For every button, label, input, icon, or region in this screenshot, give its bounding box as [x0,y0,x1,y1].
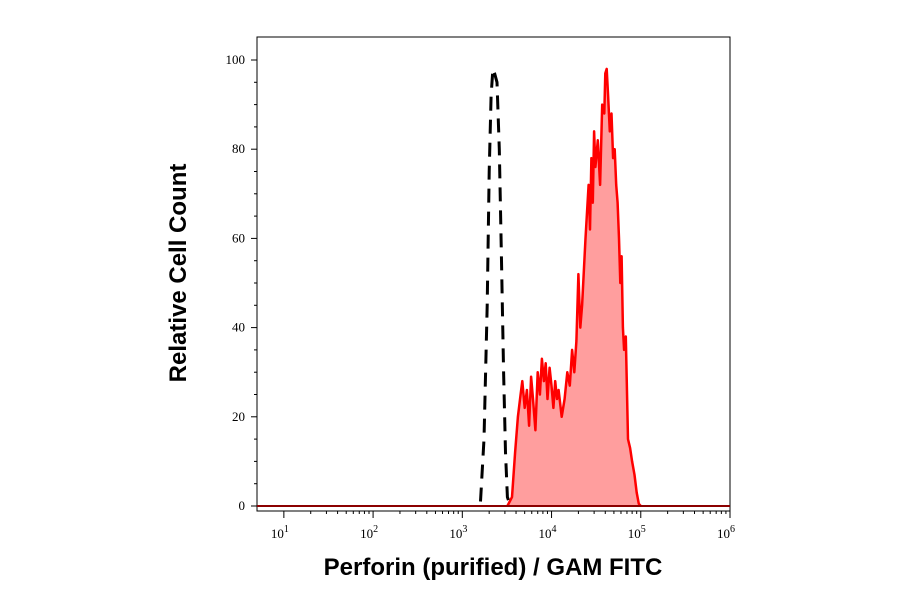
x-tick-label: 103 [449,524,467,541]
x-tick-label: 104 [539,524,557,541]
series-1-line [506,67,642,507]
y-axis-title: Relative Cell Count [165,164,192,383]
x-tick-label: 102 [360,524,378,541]
x-tick-label: 101 [271,524,289,541]
x-axis-title: Perforin (purified) / GAM FITC [324,554,663,581]
y-tick-label: 0 [239,498,246,513]
series-1-area [507,68,641,507]
plot-frame [256,36,731,512]
series-layer [257,67,730,507]
y-tick-label: 40 [232,320,245,335]
tick-layer: 0 20 40 60 80 100 101 102 103 104 105 106 [226,52,736,541]
y-tick-label: 60 [232,230,245,245]
series-0-line [479,67,512,505]
x-tick-label: 105 [628,524,646,541]
y-tick-label: 80 [232,141,245,156]
y-tick-label: 20 [232,409,245,424]
y-tick-label: 100 [226,52,246,67]
x-tick-label: 106 [717,524,735,541]
